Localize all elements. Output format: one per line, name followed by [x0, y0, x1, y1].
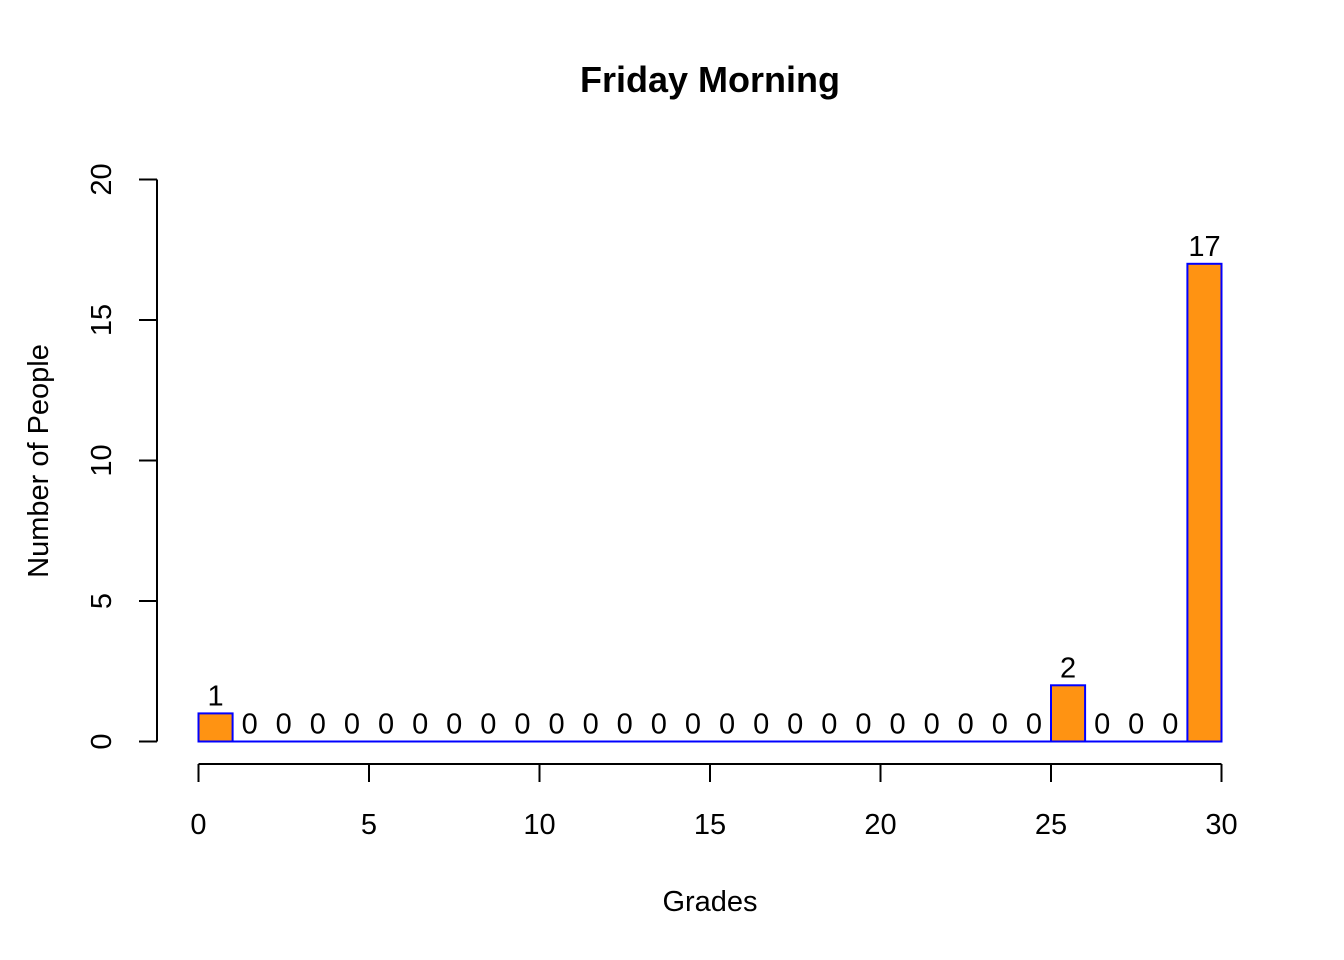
bar	[197, 712, 234, 743]
bar-value-label: 0	[787, 709, 803, 741]
bar-value-label: 0	[1162, 709, 1178, 741]
bar-value-label: 0	[821, 709, 837, 741]
y-tick-label: 0	[86, 733, 118, 749]
bar-value-label: 0	[583, 709, 599, 741]
bar-value-label: 0	[753, 709, 769, 741]
bar-value-label: 0	[378, 709, 394, 741]
y-axis-label: Number of People	[23, 344, 55, 578]
bar	[1186, 262, 1223, 743]
data-labels-group: 10 0 0 0 0 0 0 0 0 0 0 0 0 0 0 0 0 0 0 0 0 0 0 020 0 017	[207, 231, 1220, 741]
bar-value-label: 2	[1060, 652, 1076, 684]
bar-value-label: 0	[276, 709, 292, 741]
x-axis-label: Grades	[662, 886, 757, 918]
x-tick-label: 15	[694, 809, 726, 841]
bar-value-label: 0	[992, 709, 1008, 741]
y-tick-label: 15	[86, 304, 118, 336]
bar-value-label: 0	[310, 709, 326, 741]
bar-value-label: 0	[514, 709, 530, 741]
bar-value-label: 0	[242, 709, 258, 741]
x-axis: 0 5 10 15 20 25 30	[190, 763, 1238, 841]
bar-value-label: 0	[719, 709, 735, 741]
bar-value-label: 0	[548, 709, 564, 741]
bar-value-label: 0	[1026, 709, 1042, 741]
bar-value-label: 0	[1128, 709, 1144, 741]
bar-value-label: 0	[651, 709, 667, 741]
x-tick-label: 10	[523, 809, 555, 841]
bar-value-label: 17	[1188, 231, 1220, 263]
x-tick-label: 0	[190, 809, 206, 841]
bar-value-label: 0	[958, 709, 974, 741]
bar-value-label: 0	[924, 709, 940, 741]
bar-value-label: 0	[685, 709, 701, 741]
bar-value-label: 0	[1094, 709, 1110, 741]
chart-title: Friday Morning	[580, 59, 840, 100]
bar-value-label: 0	[480, 709, 496, 741]
bar	[1050, 684, 1087, 743]
bar-value-label: 0	[889, 709, 905, 741]
bar-value-label: 0	[412, 709, 428, 741]
x-tick-label: 30	[1205, 809, 1237, 841]
bar-value-label: 0	[446, 709, 462, 741]
x-tick-label: 20	[864, 809, 896, 841]
bars-group	[197, 262, 1223, 743]
x-tick-label: 25	[1035, 809, 1067, 841]
bar-value-label: 0	[344, 709, 360, 741]
y-tick-label: 10	[86, 444, 118, 476]
bar-value-label: 1	[207, 680, 223, 712]
bar-value-label: 0	[855, 709, 871, 741]
x-tick-label: 5	[361, 809, 377, 841]
bar-value-label: 0	[617, 709, 633, 741]
y-tick-label: 20	[86, 163, 118, 195]
y-axis: 0 5 10 15 20	[86, 163, 158, 750]
y-tick-label: 5	[86, 593, 118, 609]
